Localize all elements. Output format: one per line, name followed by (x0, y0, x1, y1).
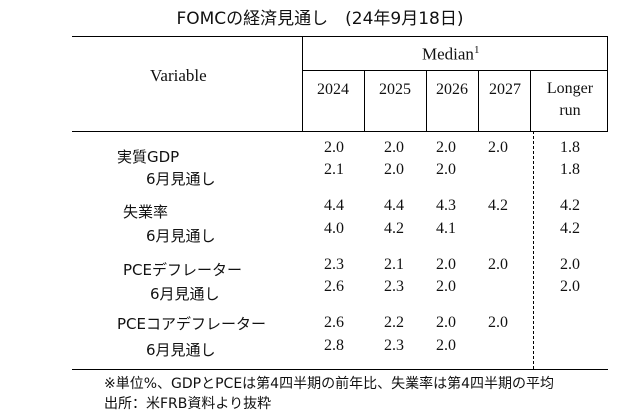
year-divider-4 (530, 70, 531, 131)
table-cell: 4.0 (324, 220, 344, 237)
table-cell: 4.2 (560, 220, 580, 237)
median-label: Median (422, 44, 474, 64)
variable-header: Variable (150, 66, 207, 85)
footnote-source: 出所：米FRB資料より抜粋 (104, 396, 272, 412)
longer-run-dashed-divider (533, 131, 534, 369)
row-label: PCEデフレーター (123, 261, 242, 279)
table-cell: 4.2 (488, 197, 508, 214)
longer-run-header: Longer run (536, 78, 604, 122)
table-cell: 2.0 (436, 314, 456, 331)
table-cell: 2.6 (324, 314, 344, 331)
year-2027: 2027 (489, 81, 521, 98)
table-cell: 2.6 (324, 278, 344, 295)
table-cell: 4.4 (384, 197, 404, 214)
row-label: 6月見通し (146, 341, 216, 359)
table-cell: 1.8 (560, 161, 580, 178)
table-cell: 2.3 (324, 256, 344, 273)
variable-divider (302, 36, 303, 131)
table-cell: 2.0 (324, 139, 344, 156)
table-top-rule (72, 36, 608, 37)
table-cell: 2.0 (488, 256, 508, 273)
year-2026: 2026 (436, 81, 468, 98)
table-cell: 1.8 (560, 139, 580, 156)
row-label: 実質GDP (117, 148, 180, 166)
page-title: FOMCの経済見通し (24年9月18日) (176, 9, 464, 29)
table-cell: 2.8 (324, 337, 344, 354)
row-label: 6月見通し (150, 285, 220, 303)
row-label: 6月見通し (146, 170, 216, 188)
table-cell: 2.0 (488, 314, 508, 331)
table-cell: 2.0 (384, 139, 404, 156)
longer-run-line-1: Longer (546, 80, 594, 97)
row-label: 6月見通し (146, 227, 216, 245)
table-cell: 2.0 (436, 139, 456, 156)
table-bottom-rule (72, 369, 608, 370)
year-divider-2 (426, 70, 427, 131)
year-2024: 2024 (317, 81, 349, 98)
year-2025: 2025 (379, 81, 411, 98)
row-label: PCEコアデフレーター (117, 315, 266, 333)
footnote-units: ※単位%、GDPとPCEは第4四半期の前年比、失業率は第4四半期の平均 (104, 376, 554, 392)
table-right-border (607, 36, 608, 131)
table-cell: 2.3 (384, 278, 404, 295)
median-rule (302, 70, 608, 71)
table-cell: 2.1 (324, 161, 344, 178)
median-header: Median1 (422, 44, 479, 65)
row-label: 失業率 (123, 203, 169, 221)
table-cell: 2.2 (384, 314, 404, 331)
table-cell: 2.0 (560, 256, 580, 273)
median-footnote: 1 (473, 44, 480, 56)
table-cell: 2.0 (488, 139, 508, 156)
table-cell: 2.0 (384, 161, 404, 178)
table-cell: 4.3 (436, 197, 456, 214)
table-cell: 4.1 (436, 220, 456, 237)
table-cell: 2.0 (436, 161, 456, 178)
table-cell: 4.2 (560, 197, 580, 214)
header-bottom-rule (72, 131, 608, 132)
longer-run-line-2: run (559, 102, 581, 119)
table-cell: 2.1 (384, 256, 404, 273)
table-cell: 2.0 (436, 278, 456, 295)
table-cell: 2.0 (436, 256, 456, 273)
table-cell: 2.0 (436, 337, 456, 354)
table-cell: 4.2 (384, 220, 404, 237)
table-cell: 2.0 (560, 278, 580, 295)
year-divider-3 (478, 70, 479, 131)
year-divider-1 (364, 70, 365, 131)
table-cell: 2.3 (384, 337, 404, 354)
table-cell: 4.4 (324, 197, 344, 214)
